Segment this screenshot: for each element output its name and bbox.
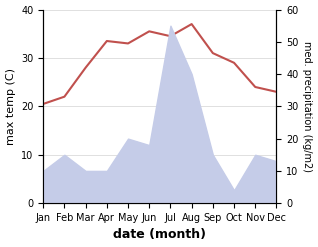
- Y-axis label: max temp (C): max temp (C): [5, 68, 16, 145]
- Y-axis label: med. precipitation (kg/m2): med. precipitation (kg/m2): [302, 41, 313, 172]
- X-axis label: date (month): date (month): [113, 228, 206, 242]
